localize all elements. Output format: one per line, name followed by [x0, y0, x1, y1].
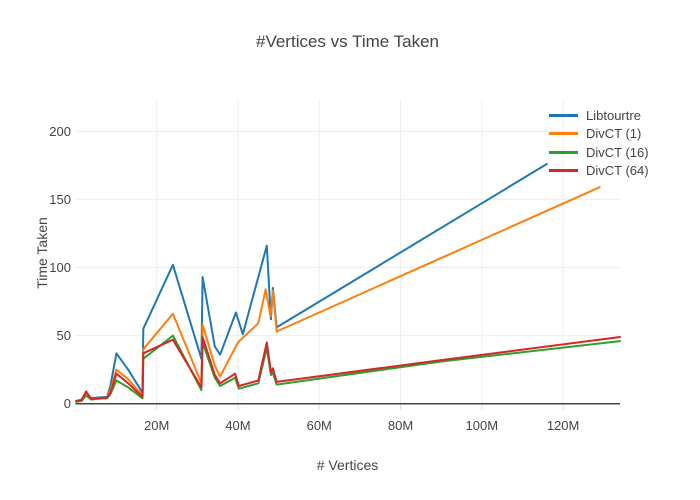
x-tick-label: 40M — [225, 418, 250, 433]
x-tick-label: 100M — [466, 418, 499, 433]
x-axis-title: # Vertices — [316, 457, 379, 473]
legend-line-swatch — [549, 113, 578, 117]
legend-label: DivCT (16) — [586, 144, 649, 160]
legend-label: DivCT (1) — [586, 126, 642, 142]
legend-line-swatch — [549, 150, 578, 154]
chart-title: #Vertices vs Time Taken — [256, 32, 439, 51]
series-line — [75, 334, 621, 403]
legend-line-swatch — [549, 132, 578, 136]
y-tick-label: 0 — [64, 396, 71, 411]
legend: Libtourtre DivCT (1) DivCT (16) DivCT (64) — [549, 106, 649, 180]
y-tick-label: 100 — [49, 260, 71, 275]
y-tick-label: 200 — [49, 124, 71, 139]
x-tick-label: 120M — [547, 418, 580, 433]
y-axis-title: Time Taken — [34, 217, 50, 289]
x-tick-label: 80M — [388, 418, 413, 433]
x-tick-label: 20M — [144, 418, 169, 433]
legend-item[interactable]: DivCT (16) — [549, 143, 649, 162]
series-line — [75, 336, 621, 402]
y-tick-label: 150 — [49, 192, 71, 207]
legend-label: Libtourtre — [586, 107, 641, 123]
x-tick-label: 60M — [307, 418, 332, 433]
series-line — [75, 186, 601, 402]
legend-label: DivCT (64) — [586, 163, 649, 179]
y-tick-label: 50 — [57, 328, 71, 343]
legend-item[interactable]: Libtourtre — [549, 106, 649, 125]
legend-line-swatch — [549, 169, 578, 173]
legend-item[interactable]: DivCT (64) — [549, 162, 649, 181]
legend-item[interactable]: DivCT (1) — [549, 125, 649, 144]
